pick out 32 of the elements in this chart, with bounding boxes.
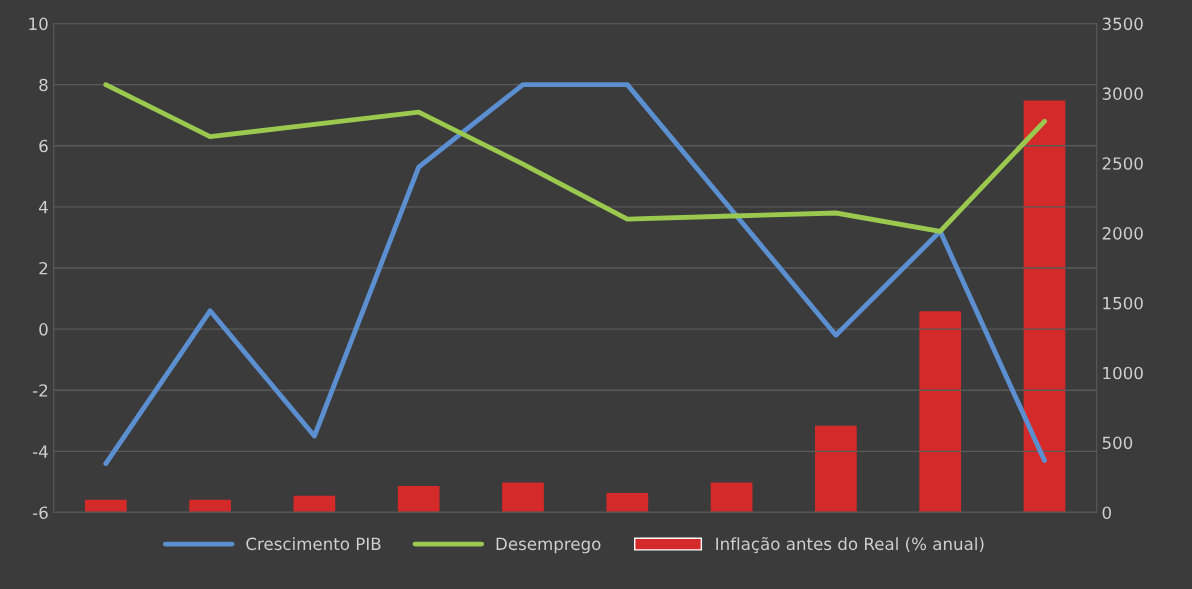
bar (815, 425, 857, 513)
bar (189, 499, 231, 513)
y2-tick-label: 500 (1102, 436, 1133, 450)
y-tick-label: -6 (32, 506, 48, 519)
y2-tick-label: 0 (1102, 506, 1111, 519)
y-tick-label: 8 (39, 78, 48, 92)
bar (919, 311, 962, 513)
line-series (103, 82, 1047, 466)
y-tick-label: 0 (39, 323, 48, 336)
legend-label: Crescimento PIB (246, 537, 381, 551)
y2-tick-label: 1500 (1103, 296, 1143, 310)
legend-label: Desemprego (496, 537, 601, 554)
bar (710, 482, 753, 513)
y-tick-label: -2 (32, 384, 48, 397)
y2-tick-label: 2500 (1102, 157, 1143, 170)
y-tick-label: 10 (29, 17, 48, 31)
bar (397, 485, 440, 513)
bar (606, 492, 649, 513)
y2-tick-label: 1000 (1103, 366, 1143, 380)
y-tick-label: 6 (39, 139, 48, 153)
y-tick-label: -4 (32, 445, 48, 458)
bar (502, 482, 544, 513)
bar (293, 495, 336, 513)
legend-label: Inflação antes do Real (% anual) (716, 536, 984, 554)
y2-tick-label: 3500 (1102, 17, 1143, 31)
y2-tick-label: 3000 (1102, 87, 1143, 100)
bar (84, 499, 127, 513)
y-tick-label: 4 (38, 201, 48, 214)
y-tick-label: 2 (39, 261, 48, 275)
bar (1023, 100, 1066, 513)
y2-tick-label: 2000 (1102, 227, 1143, 240)
line-series (103, 82, 1047, 234)
